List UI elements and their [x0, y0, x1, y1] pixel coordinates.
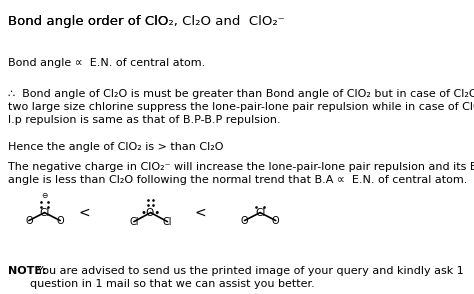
Text: Cl: Cl — [255, 208, 265, 218]
Text: O: O — [241, 216, 248, 225]
Text: Cl: Cl — [163, 217, 172, 227]
Text: Bond angle order of ClO₂, Cl₂O and  ClO₂⁻: Bond angle order of ClO₂, Cl₂O and ClO₂⁻ — [8, 16, 285, 29]
Text: ∴  Bond angle of Cl₂O is must be greater than Bond angle of ClO₂ but in case of : ∴ Bond angle of Cl₂O is must be greater … — [8, 89, 474, 125]
Text: •O•: •O• — [140, 208, 161, 218]
Text: Bond angle ∝  E.N. of central atom.: Bond angle ∝ E.N. of central atom. — [8, 58, 205, 68]
Text: Bond angle order of ClO: Bond angle order of ClO — [8, 16, 168, 29]
Text: O: O — [272, 216, 280, 225]
Text: You are advised to send us the printed image of your query and kindly ask 1
ques: You are advised to send us the printed i… — [29, 266, 464, 289]
Text: O: O — [56, 216, 64, 225]
Text: NOTE:: NOTE: — [8, 266, 46, 276]
Text: ⊖: ⊖ — [41, 191, 48, 200]
Text: The negative charge in ClO₂⁻ will increase the lone-pair-lone pair repulsion and: The negative charge in ClO₂⁻ will increa… — [8, 162, 474, 185]
Text: <: < — [79, 206, 90, 220]
Text: O: O — [25, 216, 33, 225]
Text: Cl: Cl — [129, 217, 138, 227]
Text: Cl: Cl — [39, 208, 50, 218]
Text: <: < — [195, 206, 206, 220]
Text: Hence the angle of ClO₂ is > than Cl₂O: Hence the angle of ClO₂ is > than Cl₂O — [8, 142, 224, 152]
